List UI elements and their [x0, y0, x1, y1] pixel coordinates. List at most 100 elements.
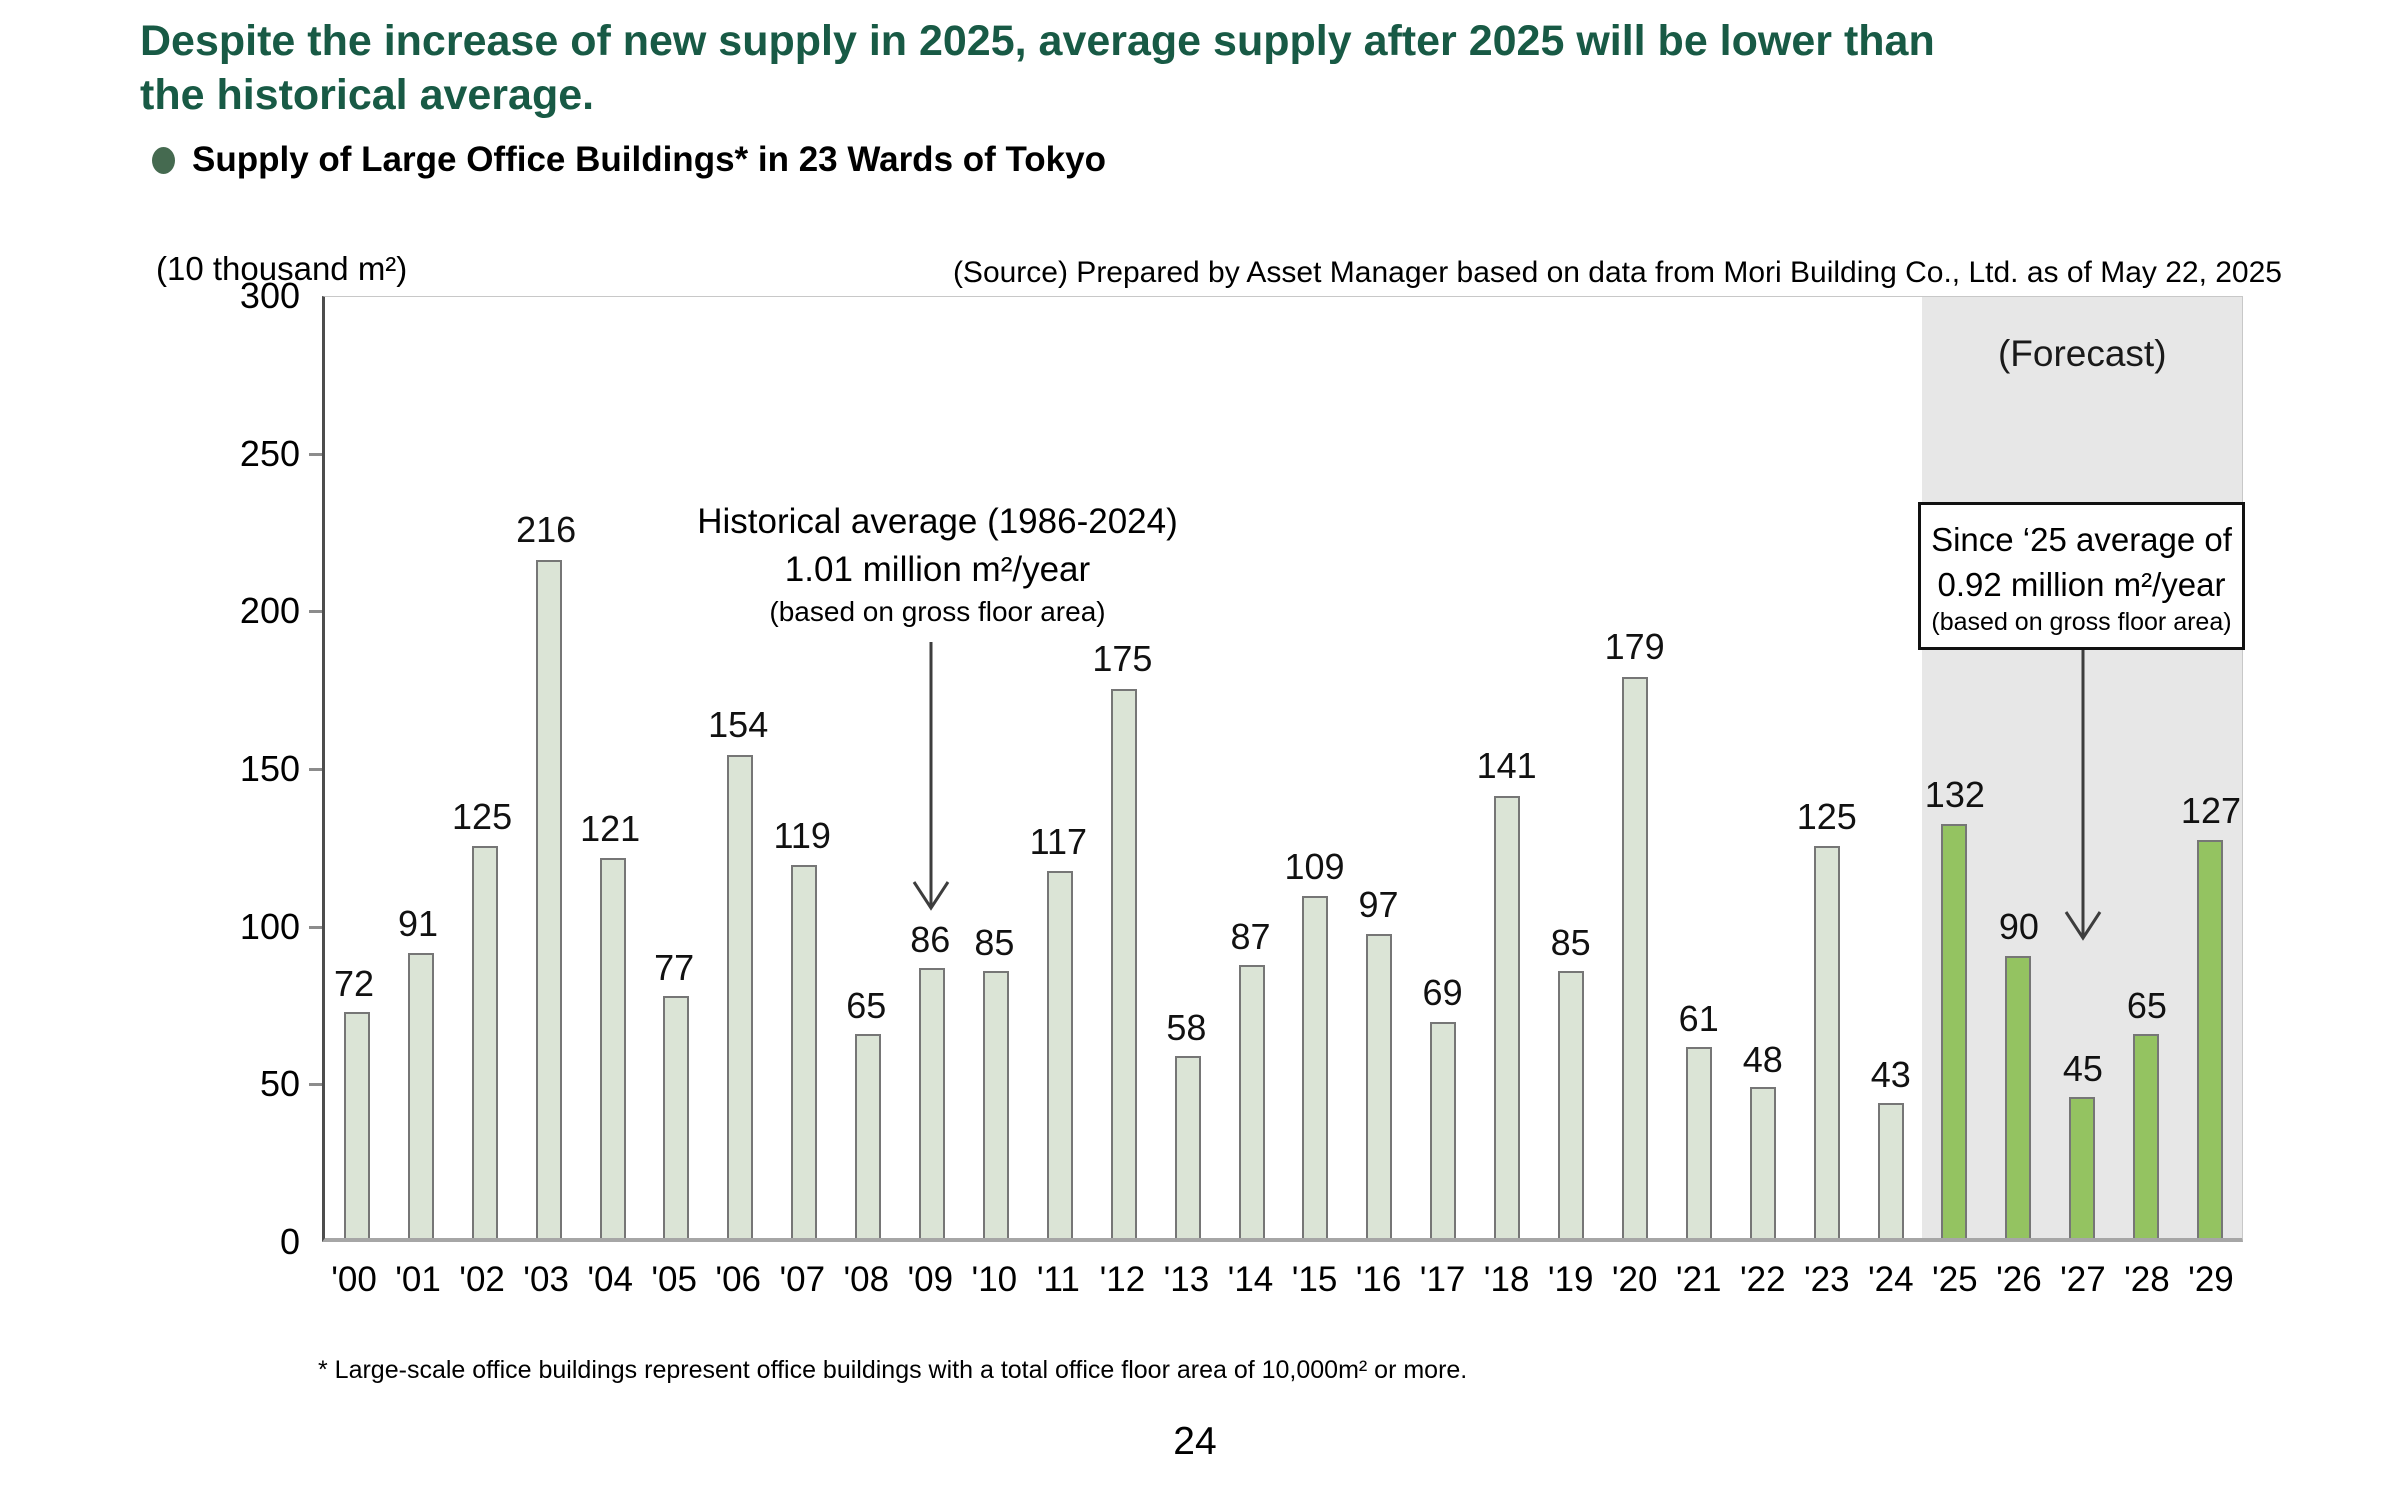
plot-area: (Forecast): [322, 296, 2243, 1242]
page-title-line-1: Despite the increase of new supply in 20…: [140, 17, 1935, 65]
forecast-label: (Forecast): [1997, 333, 2167, 374]
x-tick-label: '00: [331, 1260, 377, 1299]
footnote: * Large-scale office buildings represent…: [318, 1356, 1468, 1384]
y-tick-mark: [309, 452, 322, 456]
x-tick-label: '06: [715, 1260, 762, 1299]
x-tick-label: '20: [1611, 1260, 1658, 1299]
y-tick-mark: [309, 768, 322, 771]
bar-value-label: 58: [1166, 1007, 1207, 1049]
bar-value-label: 216: [516, 508, 577, 550]
y-tick-mark: [309, 610, 322, 614]
forecast-average-line-1: Since ‘25 average of: [1931, 521, 2232, 558]
bar-value-label: 45: [2062, 1048, 2103, 1090]
bar-value-label: 48: [1742, 1038, 1783, 1080]
x-tick-label: '19: [1547, 1260, 1594, 1299]
bar-value-label: 179: [1604, 625, 1665, 667]
bar-01: [407, 952, 434, 1238]
bar-value-label: 121: [580, 808, 641, 850]
bar-07: [791, 864, 818, 1238]
bar-value-label: 91: [398, 903, 439, 945]
historical-average-line-2: 1.01 million m²/year: [784, 550, 1091, 589]
bar-04: [599, 858, 626, 1238]
bar-value-label: 65: [846, 985, 887, 1027]
x-tick-label: '23: [1803, 1260, 1850, 1299]
x-tick-label: '24: [1868, 1260, 1914, 1299]
bar-14: [1238, 965, 1265, 1238]
x-tick-label: '10: [971, 1260, 1018, 1299]
x-tick-label: '04: [587, 1260, 633, 1299]
bar-06: [727, 754, 754, 1238]
bar-03: [535, 560, 562, 1238]
x-tick-label: '18: [1483, 1260, 1530, 1299]
section-heading: Supply of Large Office Buildings* in 23 …: [152, 140, 1106, 180]
y-tick-label: 100: [239, 905, 300, 947]
bar-18: [1494, 795, 1521, 1238]
bar-value-label: 69: [1422, 972, 1463, 1014]
y-tick-label: 0: [279, 1221, 300, 1262]
x-tick-label: '17: [1419, 1260, 1466, 1299]
bar-value-label: 141: [1476, 745, 1537, 787]
y-tick-label: 200: [239, 590, 300, 632]
bar-value-label: 97: [1358, 884, 1399, 926]
bar-16: [1366, 933, 1393, 1238]
bullet-icon: [152, 147, 175, 174]
bar-20: [1621, 676, 1648, 1238]
y-tick-mark: [309, 1083, 322, 1087]
page-title-line-2: the historical average.: [140, 71, 595, 119]
bar-value-label: 90: [1998, 906, 2039, 948]
bar-29: [2197, 839, 2224, 1238]
y-tick-label: 300: [239, 275, 300, 316]
bar-05: [663, 996, 690, 1238]
bar-value-label: 109: [1284, 846, 1345, 888]
bar-value-label: 175: [1092, 638, 1153, 680]
bar-19: [1558, 971, 1585, 1238]
bar-value-label: 125: [1796, 795, 1857, 837]
x-tick-label: '28: [2124, 1260, 2170, 1299]
bar-28: [2133, 1034, 2160, 1238]
bar-24: [1877, 1103, 1904, 1238]
x-tick-label: '02: [459, 1260, 505, 1299]
bar-value-label: 85: [1550, 921, 1591, 963]
x-tick-label: '12: [1099, 1260, 1146, 1299]
bar-10: [982, 971, 1009, 1238]
y-tick-mark: [309, 925, 322, 929]
bar-26: [2005, 955, 2032, 1238]
y-tick-label: 150: [239, 748, 300, 789]
x-tick-label: '21: [1675, 1260, 1722, 1299]
bar-value-label: 61: [1678, 997, 1719, 1039]
x-tick-label: '22: [1739, 1260, 1786, 1299]
bar-value-label: 119: [773, 814, 831, 856]
x-tick-label: '09: [907, 1260, 954, 1299]
forecast-average-line-2: 0.92 million m²/year: [1937, 566, 2226, 603]
bar-25: [1941, 823, 1968, 1238]
x-tick-label: '16: [1355, 1260, 1402, 1299]
historical-average-line-3: (based on gross floor area): [769, 596, 1106, 627]
bar-11: [1046, 871, 1073, 1238]
x-tick-label: '29: [2188, 1260, 2234, 1299]
x-tick-label: '01: [395, 1260, 441, 1299]
y-tick-label: 250: [239, 432, 300, 474]
bar-value-label: 132: [1924, 773, 1985, 815]
page-title: Despite the increase of new supply in 20…: [140, 14, 2350, 122]
bar-08: [855, 1034, 882, 1238]
bar-value-label: 154: [708, 704, 769, 746]
x-tick-label: '26: [1996, 1260, 2042, 1299]
bar-23: [1813, 845, 1840, 1238]
x-tick-label: '11: [1036, 1260, 1080, 1299]
bar-12: [1110, 689, 1137, 1238]
historical-average-line-1: Historical average (1986-2024): [697, 502, 1178, 541]
forecast-average-down-arrow-icon: [2064, 650, 2102, 941]
bar-value-label: 85: [974, 921, 1015, 963]
y-tick-label: 50: [259, 1063, 300, 1105]
x-tick-label: '05: [651, 1260, 697, 1299]
forecast-average-box: Since ‘25 average of 0.92 million m²/yea…: [1918, 502, 2245, 650]
forecast-average-line-3: (based on gross floor area): [1931, 608, 2232, 636]
bar-value-label: 117: [1029, 821, 1088, 863]
source-note: (Source) Prepared by Asset Manager based…: [952, 256, 2282, 289]
x-tick-label: '27: [2060, 1260, 2106, 1299]
bar-21: [1685, 1046, 1712, 1238]
x-tick-label: '15: [1291, 1260, 1338, 1299]
bar-00: [343, 1012, 370, 1238]
bar-value-label: 125: [452, 795, 513, 837]
